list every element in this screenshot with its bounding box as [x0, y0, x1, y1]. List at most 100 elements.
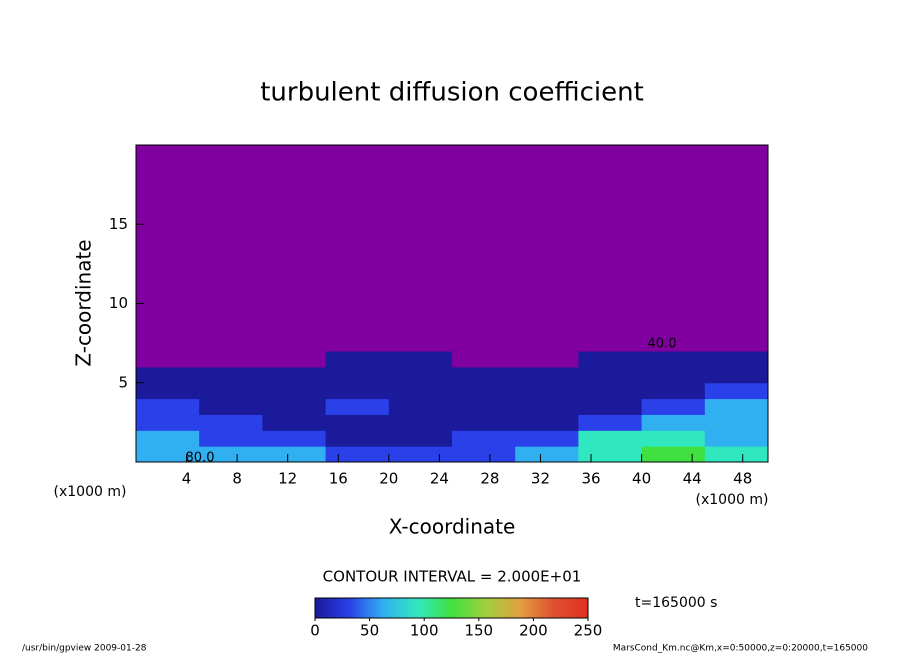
x-axis-label: X-coordinate — [389, 515, 516, 539]
heat-cell — [641, 366, 706, 384]
heat-cell — [136, 145, 200, 336]
heat-cell — [388, 366, 453, 384]
heat-cell — [452, 414, 516, 431]
heat-cell — [199, 351, 263, 368]
heat-cell — [199, 430, 263, 447]
heat-cell — [388, 145, 453, 336]
heat-cell — [578, 351, 643, 368]
x-tick-label: 40 — [632, 470, 651, 488]
heat-cell — [704, 430, 769, 447]
heat-cell — [704, 335, 769, 352]
heat-cell — [325, 351, 390, 368]
heat-cell — [199, 414, 263, 431]
heat-cell — [704, 414, 769, 431]
heat-cell — [704, 446, 769, 463]
heat-cell — [704, 382, 769, 400]
heat-cell — [136, 414, 200, 431]
heat-cell — [262, 335, 327, 352]
heat-cell — [578, 366, 643, 384]
heat-cell — [388, 398, 453, 415]
x-tick-label: 20 — [379, 470, 398, 488]
colorbar-tick-label: 0 — [310, 622, 320, 640]
heat-cell — [704, 398, 769, 415]
heat-cell — [704, 351, 769, 368]
heat-cell — [325, 414, 390, 431]
heat-cell — [515, 382, 579, 400]
heat-cell — [515, 398, 579, 415]
heat-cell — [325, 382, 390, 400]
heat-cell — [452, 382, 516, 400]
heat-cell — [136, 398, 200, 415]
heat-cell — [262, 382, 327, 400]
heat-cell — [578, 382, 643, 400]
x-unit: (x1000 m) — [696, 492, 769, 508]
heat-cell — [452, 145, 516, 336]
x-tick-label: 8 — [232, 470, 242, 488]
heat-cell — [262, 145, 327, 336]
heat-cell — [136, 382, 200, 400]
heat-cell — [325, 366, 390, 384]
y-tick-label: 15 — [109, 215, 128, 233]
heat-cell — [641, 382, 706, 400]
heat-cell — [199, 446, 263, 463]
x-tick-label: 48 — [733, 470, 752, 488]
colorbar-tick-label: 250 — [574, 622, 603, 640]
heat-cell — [136, 446, 200, 463]
heat-cell — [136, 430, 200, 447]
heat-cell — [515, 414, 579, 431]
x-tick-label: 12 — [278, 470, 297, 488]
heat-cell — [641, 430, 706, 447]
x-tick-label: 28 — [480, 470, 499, 488]
colorbar — [314, 597, 589, 619]
footer-right: MarsCond_Km.nc@Km,x=0:50000,z=0:20000,t=… — [613, 644, 868, 654]
heat-cell — [325, 335, 390, 352]
heat-cell — [515, 351, 579, 368]
heat-cell — [262, 351, 327, 368]
heat-cell — [452, 430, 516, 447]
heat-cell — [515, 366, 579, 384]
heat-cell — [578, 335, 643, 352]
heat-cell — [452, 335, 516, 352]
heat-cell — [388, 430, 453, 447]
colorbar-tick-label: 150 — [464, 622, 493, 640]
y-axis-label: Z-coordinate — [72, 239, 96, 366]
time-label: t=165000 s — [635, 595, 717, 611]
heat-cell — [452, 366, 516, 384]
heat-cell — [262, 430, 327, 447]
heat-cell — [641, 398, 706, 415]
x-tick-label: 4 — [182, 470, 192, 488]
footer-left: /usr/bin/gpview 2009-01-28 — [22, 644, 147, 654]
chart-title: turbulent diffusion coefficient — [260, 78, 644, 108]
heat-cell — [262, 446, 327, 463]
heat-cell — [578, 398, 643, 415]
heat-cell — [641, 145, 706, 336]
contour-interval: CONTOUR INTERVAL = 2.000E+01 — [323, 568, 582, 586]
y-tick-label: 10 — [109, 294, 128, 312]
heat-cell — [452, 446, 516, 463]
x-tick-label: 24 — [430, 470, 449, 488]
x-tick-label: 36 — [581, 470, 600, 488]
x-tick-label: 44 — [683, 470, 702, 488]
heat-cell — [704, 145, 769, 336]
heat-cell — [199, 145, 263, 336]
heat-cell — [452, 351, 516, 368]
heat-cell — [199, 335, 263, 352]
heat-cell — [641, 414, 706, 431]
y-tick-label: 5 — [118, 373, 128, 391]
heat-cell — [262, 414, 327, 431]
heat-cell — [515, 145, 579, 336]
heat-cell — [578, 414, 643, 431]
heat-cell — [262, 398, 327, 415]
heat-cell — [578, 145, 643, 336]
heat-cell — [325, 430, 390, 447]
heat-cell — [388, 335, 453, 352]
heat-cell — [578, 430, 643, 447]
heat-cell — [325, 145, 390, 336]
heat-cell — [388, 446, 453, 463]
heat-cell — [199, 382, 263, 400]
heat-cell — [136, 366, 200, 384]
contour-label: 80.0 — [186, 451, 215, 466]
heat-cell — [515, 430, 579, 447]
x-tick-label: 32 — [531, 470, 550, 488]
